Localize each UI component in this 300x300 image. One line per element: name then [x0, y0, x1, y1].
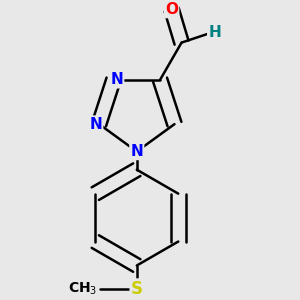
Text: N: N	[89, 117, 102, 132]
Text: CH$_3$: CH$_3$	[68, 280, 97, 297]
Text: H: H	[208, 25, 221, 40]
Text: O: O	[165, 2, 178, 17]
Text: S: S	[131, 280, 143, 298]
Text: N: N	[130, 144, 143, 159]
Text: N: N	[110, 72, 123, 87]
